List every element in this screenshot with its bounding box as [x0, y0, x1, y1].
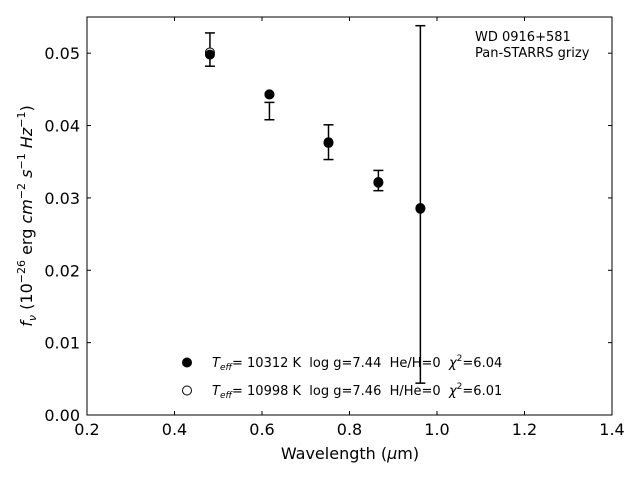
legend-marker-open: [182, 385, 192, 396]
legend-entry-2: Teff= 10998 K log g=7.46 H/He=0 χ2=6.01: [212, 382, 502, 401]
legend: Teff= 10312 K log g=7.44 He/H=0 χ2=6.04 …: [182, 354, 502, 401]
legend-entry-1: Teff= 10312 K log g=7.44 He/H=0 χ2=6.04: [212, 354, 502, 373]
y-tick-label: 0.00: [44, 406, 80, 425]
model-point-filled: [323, 137, 334, 148]
x-axis: 0.2 0.4 0.6 0.8 1.0 1.2 1.4: [74, 17, 625, 439]
x-tick-label: 0.2: [74, 420, 99, 439]
x-tick-label: 1.4: [599, 420, 624, 439]
y-tick-label: 0.04: [44, 117, 80, 136]
y-axis: 0.00 0.01 0.02 0.03 0.04 0.05: [44, 44, 612, 425]
y-tick-label: 0.03: [44, 189, 80, 208]
y-axis-label: fν (10−26 erg cm−2 s−1 Hz−1): [15, 105, 39, 326]
error-bars: [204, 24, 426, 384]
model-point-filled: [204, 49, 215, 60]
data-points: [204, 47, 426, 214]
y-tick-label: 0.01: [44, 334, 80, 353]
x-tick-label: 0.6: [249, 420, 274, 439]
legend-marker-filled: [182, 357, 192, 368]
object-name: WD 0916+581: [475, 30, 571, 45]
y-tick-label: 0.05: [44, 44, 80, 63]
x-axis-label: Wavelength (µm): [281, 444, 419, 463]
y-tick-label: 0.02: [44, 261, 80, 280]
survey-annotation: Pan-STARRS grizy: [475, 46, 590, 61]
survey-name: Pan-STARRS grizy: [475, 46, 590, 61]
model-point-filled: [373, 176, 384, 187]
x-tick-label: 1.2: [512, 420, 537, 439]
object-annotation: WD 0916+581: [475, 30, 571, 45]
x-tick-label: 1.0: [424, 420, 449, 439]
x-tick-label: 0.8: [337, 420, 362, 439]
x-tick-label: 0.4: [162, 420, 187, 439]
model-point-filled: [415, 203, 426, 214]
model-point-filled: [264, 89, 275, 100]
